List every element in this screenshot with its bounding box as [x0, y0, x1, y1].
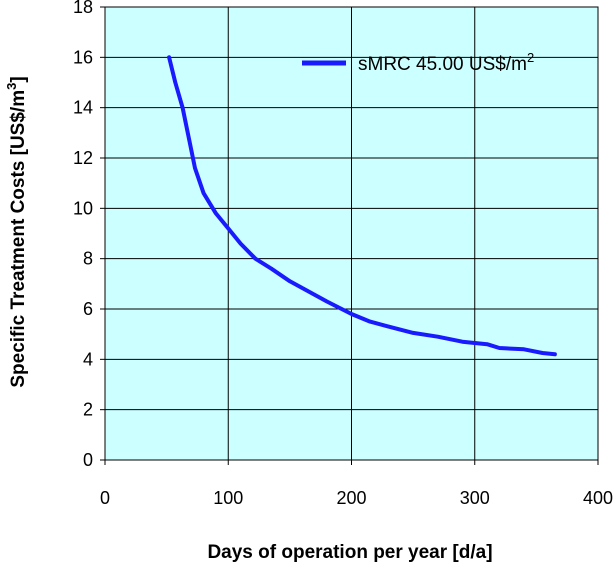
y-tick-label: 2 — [83, 400, 93, 420]
grid-lines — [104, 6, 599, 461]
legend-label-main: sMRC 45.00 US$/m — [358, 54, 527, 75]
x-tick-label: 200 — [336, 488, 366, 508]
legend-label: sMRC 45.00 US$/m2 — [358, 50, 534, 75]
x-axis-ticks: 0 100 200 300 400 — [100, 460, 613, 508]
legend: sMRC 45.00 US$/m2 — [302, 50, 534, 75]
x-tick-label: 0 — [100, 488, 110, 508]
legend-label-superscript: 2 — [527, 50, 534, 65]
y-tick-label: 16 — [73, 47, 93, 67]
x-tick-label: 100 — [213, 488, 243, 508]
series-group — [167, 55, 557, 357]
y-axis-title-superscript: 3 — [4, 83, 19, 90]
y-tick-label: 14 — [73, 98, 93, 118]
y-tick-label: 6 — [83, 299, 93, 319]
x-axis-title: Days of operation per year [d/a] — [207, 542, 492, 563]
y-axis-title-main: Specific Treatment Costs [US$/m — [8, 90, 29, 388]
y-axis-ticks: 0 2 4 6 8 10 12 14 16 18 — [73, 0, 105, 470]
y-tick-label: 18 — [73, 0, 93, 17]
y-tick-label: 0 — [83, 450, 93, 470]
y-axis-title: Specific Treatment Costs [US$/m3] — [4, 76, 29, 387]
y-tick-label: 8 — [83, 249, 93, 269]
y-tick-label: 10 — [73, 198, 93, 218]
series-line — [167, 55, 557, 357]
y-tick-label: 12 — [73, 148, 93, 168]
y-axis-title-tail: ] — [8, 76, 29, 82]
x-tick-label: 300 — [460, 488, 490, 508]
y-tick-label: 4 — [83, 349, 93, 369]
x-tick-label: 400 — [583, 488, 613, 508]
